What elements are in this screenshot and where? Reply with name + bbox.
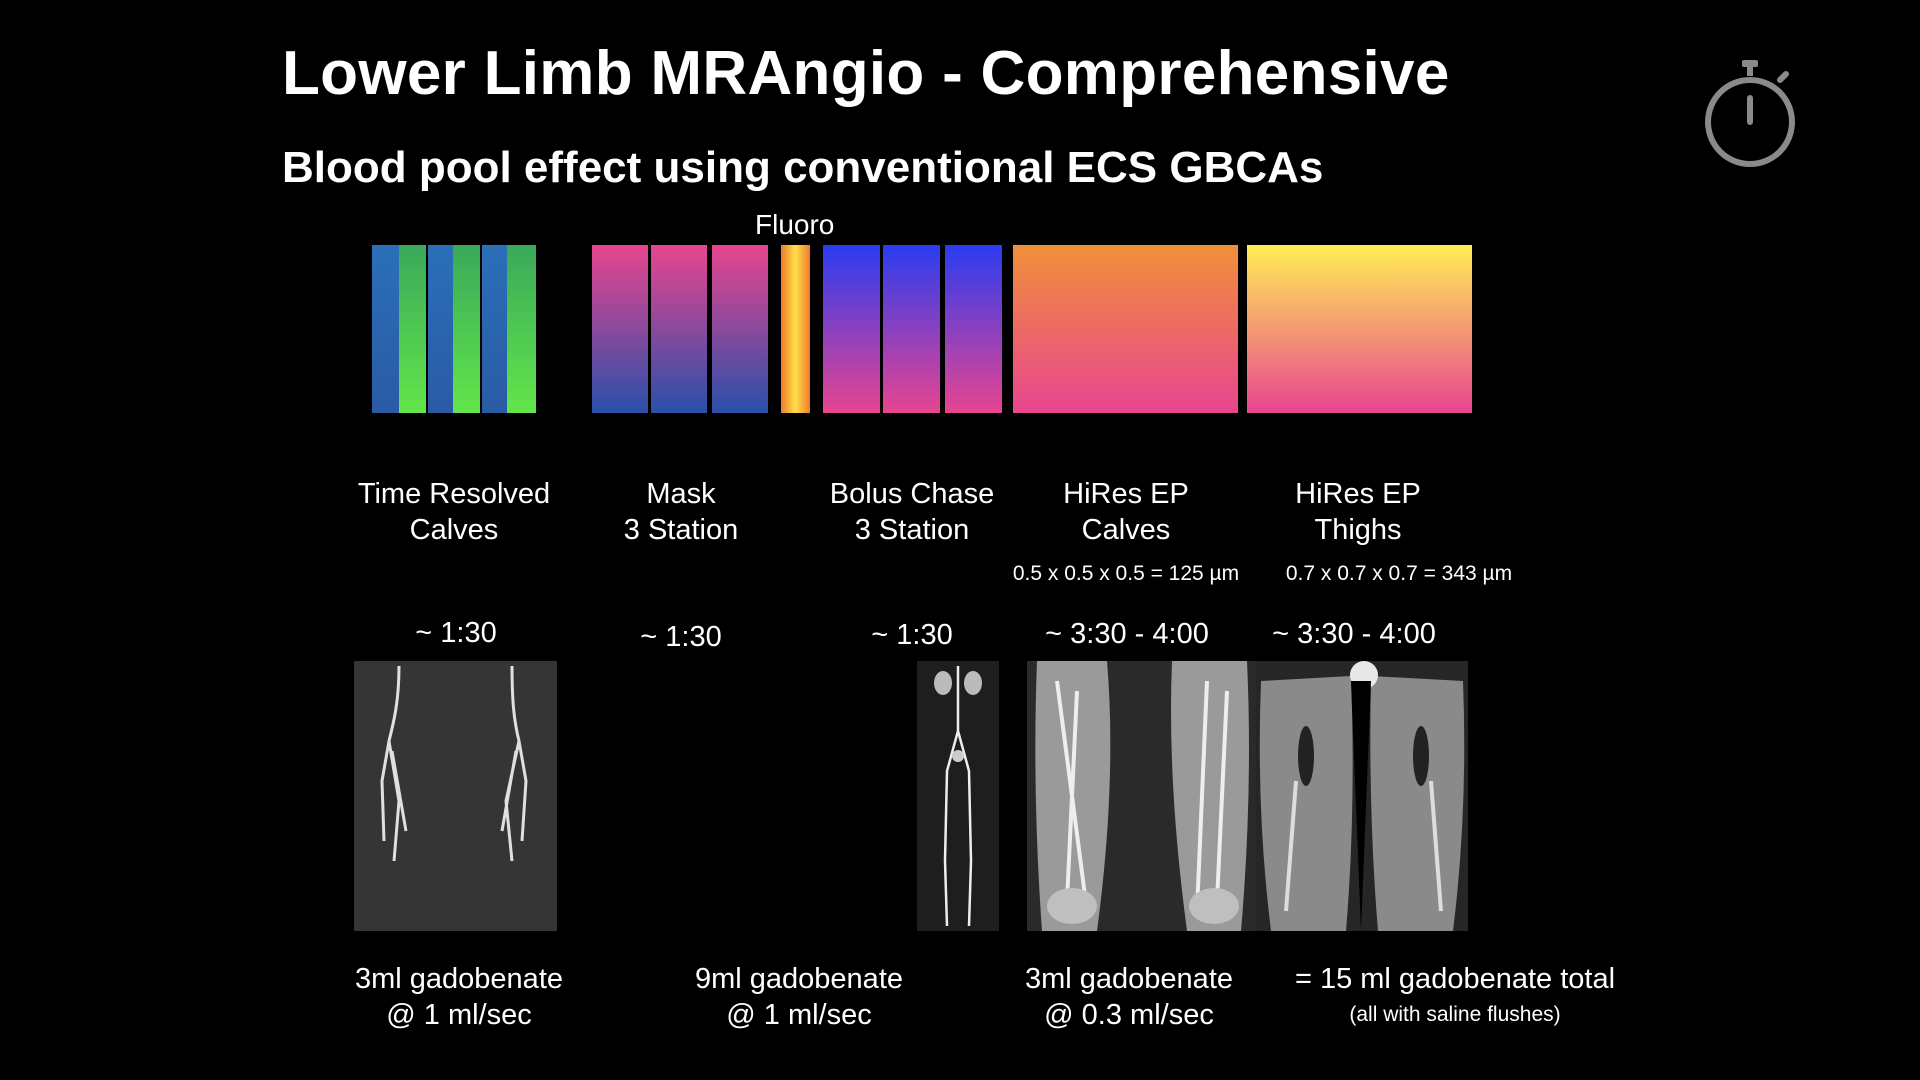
fluoro-label: Fluoro bbox=[755, 209, 835, 240]
time-resolved-frame bbox=[372, 245, 399, 413]
time-resolved-frame bbox=[428, 245, 453, 413]
resolution-calves: 0.5 x 0.5 x 0.5 = 125 µm bbox=[1012, 562, 1240, 585]
time-hires-thighs: ~ 3:30 - 4:00 bbox=[1272, 618, 1436, 650]
bolus-station bbox=[823, 245, 880, 413]
dose-bolus-chase: 9ml gadobenate @ 1 ml/sec bbox=[695, 963, 903, 1031]
slide-title: Lower Limb MRAngio - Comprehensive bbox=[282, 39, 1450, 108]
bolus-chase-mra-image bbox=[917, 661, 999, 931]
dose-hires: 3ml gadobenate @ 0.3 ml/sec bbox=[1025, 963, 1233, 1031]
time-resolved-frame bbox=[482, 245, 507, 413]
fluoro-bar bbox=[781, 245, 810, 413]
hires-calves-mra-image bbox=[1027, 661, 1256, 931]
stopwatch-icon bbox=[1705, 60, 1795, 167]
mask-station bbox=[592, 245, 648, 413]
dose-total: = 15 ml gadobenate total (all with saline… bbox=[1294, 963, 1616, 1026]
hires-calves-bar bbox=[1013, 245, 1238, 413]
bolus-station bbox=[883, 245, 940, 413]
phase-label-hires-thighs: HiRes EP Thighs bbox=[1295, 478, 1421, 546]
slide-subtitle: Blood pool effect using conventional ECS… bbox=[282, 143, 1324, 192]
time-mask: ~ 1:30 bbox=[640, 621, 722, 653]
mask-station bbox=[712, 245, 768, 413]
time-resolved-frame bbox=[399, 245, 426, 413]
time-resolved-frame bbox=[507, 245, 536, 413]
phase-label-hires-calves: HiRes EP Calves bbox=[1063, 478, 1189, 546]
phase-label-bolus-chase: Bolus Chase 3 Station bbox=[829, 478, 995, 546]
hires-thighs-bar bbox=[1247, 245, 1472, 413]
time-bolus-chase: ~ 1:30 bbox=[871, 619, 953, 651]
time-hires-calves: ~ 3:30 - 4:00 bbox=[1045, 618, 1209, 650]
phase-label-time-resolved: Time Resolved Calves bbox=[357, 478, 551, 546]
hires-thighs-mra-image bbox=[1256, 661, 1468, 931]
mask-station bbox=[651, 245, 707, 413]
phase-label-mask: Mask 3 Station bbox=[623, 478, 739, 546]
dose-time-resolved: 3ml gadobenate @ 1 ml/sec bbox=[355, 963, 563, 1031]
time-time-resolved: ~ 1:30 bbox=[415, 617, 497, 649]
bolus-station bbox=[945, 245, 1002, 413]
time-resolved-mra-image bbox=[354, 661, 557, 931]
time-resolved-frame bbox=[453, 245, 480, 413]
resolution-thighs: 0.7 x 0.7 x 0.7 = 343 µm bbox=[1285, 562, 1513, 585]
